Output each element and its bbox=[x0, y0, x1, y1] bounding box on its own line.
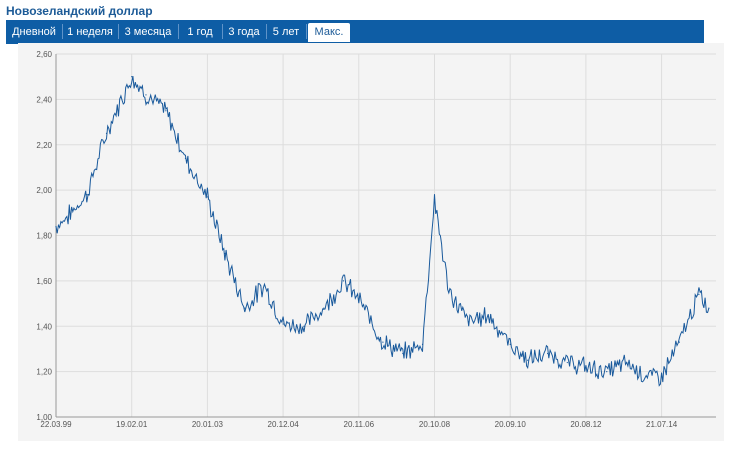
tab-3-years[interactable]: 3 года bbox=[228, 26, 260, 38]
data-point bbox=[527, 359, 529, 361]
data-point bbox=[55, 225, 57, 228]
data-point bbox=[382, 341, 384, 343]
page-title: Новозеландский доллар bbox=[6, 4, 153, 18]
x-tick-label: 20.08.12 bbox=[570, 420, 602, 429]
period-tabbar: Дневной 1 неделя 3 месяца 1 год 3 года 5… bbox=[6, 20, 704, 44]
tab-max[interactable]: Макс. bbox=[308, 23, 350, 42]
tab-5-years[interactable]: 5 лет bbox=[272, 26, 300, 38]
tab-separator bbox=[178, 24, 179, 39]
data-point bbox=[145, 94, 147, 96]
data-point bbox=[708, 307, 710, 309]
tab-separator bbox=[306, 24, 307, 39]
y-tick-label: 2,20 bbox=[36, 141, 52, 150]
y-tick-label: 2,60 bbox=[36, 50, 52, 59]
y-tick-label: 1,60 bbox=[36, 277, 52, 286]
series-line-nzd bbox=[55, 76, 710, 387]
x-tick-label: 21.07.14 bbox=[646, 420, 678, 429]
y-tick-label: 1,80 bbox=[36, 232, 52, 241]
x-tick-label: 19.02.01 bbox=[116, 420, 148, 429]
x-tick-label: 20.10.08 bbox=[419, 420, 451, 429]
data-point bbox=[342, 280, 345, 282]
data-point bbox=[66, 216, 68, 218]
data-point bbox=[105, 132, 108, 135]
x-tick-label: 20.12.04 bbox=[268, 420, 300, 429]
data-point bbox=[566, 361, 568, 364]
data-point bbox=[358, 298, 360, 300]
data-point bbox=[224, 253, 226, 255]
data-point bbox=[323, 307, 325, 309]
data-point bbox=[282, 323, 284, 325]
data-point bbox=[547, 352, 549, 355]
tab-3-months[interactable]: 3 месяца bbox=[124, 26, 172, 38]
y-tick-label: 1,20 bbox=[36, 368, 52, 377]
data-point bbox=[448, 291, 450, 293]
x-tick-label: 20.11.06 bbox=[344, 420, 375, 429]
data-point bbox=[626, 361, 628, 364]
data-point bbox=[678, 341, 680, 343]
tab-separator bbox=[266, 24, 267, 39]
data-point bbox=[244, 307, 246, 309]
tab-separator bbox=[118, 24, 119, 39]
data-point bbox=[86, 194, 88, 196]
tab-daily[interactable]: Дневной bbox=[12, 26, 56, 38]
tab-separator bbox=[222, 24, 223, 39]
data-point bbox=[402, 352, 404, 355]
data-point bbox=[303, 325, 305, 327]
data-point bbox=[645, 375, 647, 377]
data-point bbox=[661, 375, 663, 377]
data-point bbox=[421, 343, 424, 345]
data-point bbox=[468, 321, 470, 323]
y-tick-label: 2,40 bbox=[36, 95, 52, 104]
data-point bbox=[263, 284, 266, 287]
y-tick-label: 1,00 bbox=[36, 413, 52, 422]
data-point bbox=[606, 371, 608, 373]
tab-1-year[interactable]: 1 год bbox=[187, 26, 213, 38]
x-tick-label: 20.01.03 bbox=[192, 420, 224, 429]
x-tick-label: 20.09.10 bbox=[495, 420, 527, 429]
data-point bbox=[487, 314, 489, 316]
data-point bbox=[165, 110, 167, 112]
chart-panel bbox=[18, 43, 724, 441]
data-point bbox=[433, 198, 436, 200]
tab-1-week[interactable]: 1 неделя bbox=[67, 26, 113, 38]
x-tick-label: 22.03.99 bbox=[40, 420, 72, 429]
data-point bbox=[131, 76, 133, 78]
data-point bbox=[206, 196, 208, 198]
data-point bbox=[698, 293, 700, 296]
data-point bbox=[509, 343, 511, 345]
y-tick-label: 1,40 bbox=[36, 322, 52, 331]
data-point bbox=[585, 366, 587, 368]
tab-separator bbox=[62, 24, 63, 39]
data-point bbox=[184, 157, 187, 159]
y-tick-label: 2,00 bbox=[36, 186, 52, 195]
